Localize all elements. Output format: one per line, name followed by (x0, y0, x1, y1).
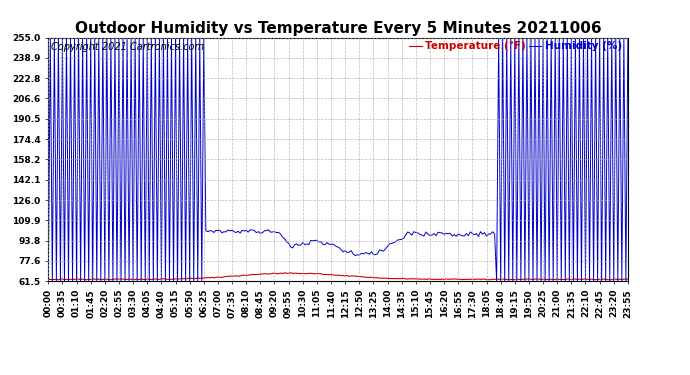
Legend: Temperature (°F), Humidity (%): Temperature (°F), Humidity (%) (405, 37, 626, 56)
Text: Copyright 2021 Cartronics.com: Copyright 2021 Cartronics.com (51, 42, 204, 52)
Humidity (%) (44, 279, 52, 284)
Humidity (%) (557, 279, 565, 284)
Temperature (°F) (543, 278, 551, 282)
Temperature (°F) (624, 277, 632, 281)
Humidity (%) (533, 279, 541, 284)
Temperature (°F) (575, 277, 584, 281)
Temperature (°F) (95, 277, 103, 281)
Temperature (°F) (606, 278, 614, 282)
Title: Outdoor Humidity vs Temperature Every 5 Minutes 20211006: Outdoor Humidity vs Temperature Every 5 … (75, 21, 602, 36)
Humidity (%) (543, 35, 551, 40)
Temperature (°F) (533, 277, 541, 282)
Humidity (%) (46, 35, 55, 40)
Humidity (%) (339, 250, 347, 254)
Temperature (°F) (44, 277, 52, 282)
Temperature (°F) (557, 277, 565, 282)
Temperature (°F) (339, 273, 347, 278)
Line: Humidity (%): Humidity (%) (48, 38, 628, 281)
Humidity (%) (624, 35, 632, 40)
Humidity (%) (575, 35, 584, 40)
Temperature (°F) (286, 270, 295, 275)
Line: Temperature (°F): Temperature (°F) (48, 273, 628, 280)
Humidity (%) (97, 279, 105, 284)
